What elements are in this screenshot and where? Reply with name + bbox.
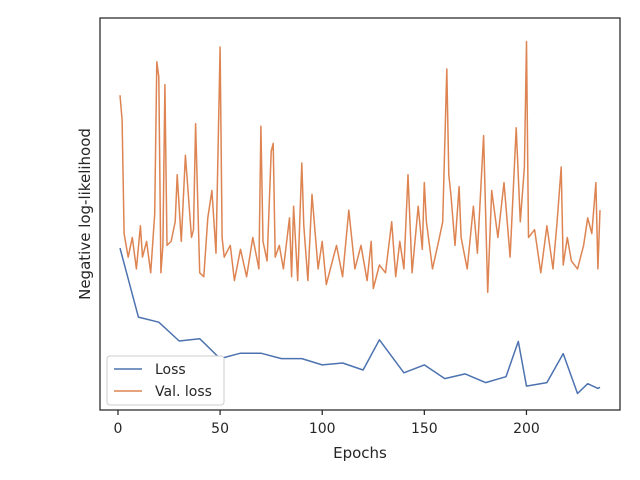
legend: Loss Val. loss — [106, 355, 225, 406]
x-tick-label: 50 — [211, 421, 229, 437]
x-axis-ticks: 0 50 100 150 200 — [114, 410, 540, 437]
x-axis-label: Epochs — [333, 444, 387, 462]
legend-label-val-loss: Val. loss — [155, 384, 212, 400]
plot-area — [100, 18, 620, 410]
series-line-val-loss — [119, 40, 601, 294]
series-line-loss — [119, 247, 601, 395]
series-layer — [119, 40, 601, 395]
legend-label-loss: Loss — [155, 362, 186, 378]
x-tick-label: 200 — [513, 421, 540, 437]
x-tick-label: 0 — [114, 421, 123, 437]
x-tick-label: 100 — [309, 421, 336, 437]
plot-frame — [99, 17, 621, 411]
y-axis-label: Negative log-likelihood — [76, 128, 94, 300]
x-tick-label: 150 — [411, 421, 438, 437]
